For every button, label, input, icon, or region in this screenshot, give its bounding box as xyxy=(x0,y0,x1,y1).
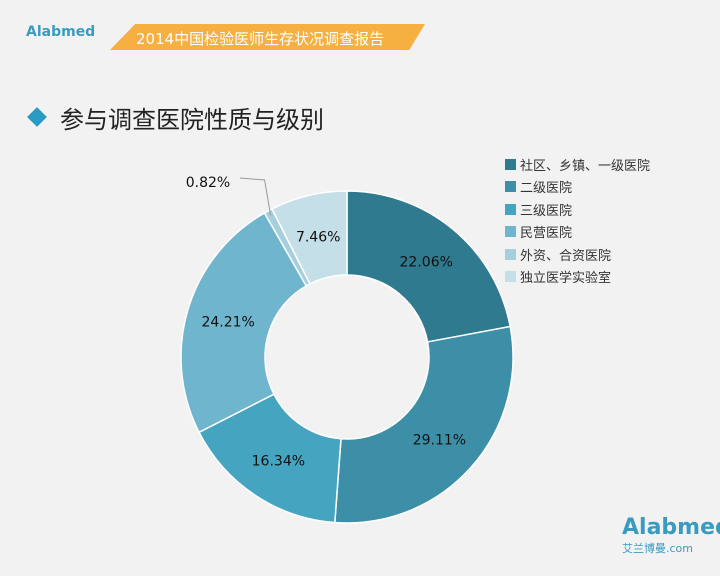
donut-slice xyxy=(346,190,512,343)
legend-item: 社区、乡镇、一级医院 xyxy=(505,153,650,176)
legend-label: 外资、合资医院 xyxy=(520,248,612,264)
data-label: 29.11% xyxy=(413,433,466,449)
legend-item: 二级医院 xyxy=(505,176,650,199)
data-label: 24.21% xyxy=(201,315,254,331)
legend: 社区、乡镇、一级医院 二级医院三级医院民营医院外资、合资医院 独立医学实验室 xyxy=(505,153,650,288)
donut-slice xyxy=(334,325,514,524)
legend-item: 三级医院 xyxy=(505,198,650,221)
data-label: 22.06% xyxy=(400,255,453,271)
banner-text: 2014中国检验医师生存状况调查报告 xyxy=(136,30,385,48)
legend-swatch xyxy=(505,181,516,193)
donut-slice xyxy=(271,190,348,285)
data-label: 0.82% xyxy=(186,175,230,191)
legend-label: 独立医学实验室 xyxy=(520,271,612,287)
report-banner: 2014中国检验医师生存状况调查报告 xyxy=(110,24,425,50)
legend-swatch xyxy=(505,226,516,238)
legend-label: 社区、乡镇、一级医院 xyxy=(520,158,651,174)
donut-slice xyxy=(180,211,308,434)
legend-swatch xyxy=(505,203,516,215)
data-label: 16.34% xyxy=(252,453,305,469)
legend-swatch xyxy=(505,248,516,260)
legend-label: 民营医院 xyxy=(520,226,573,242)
footer-logo: Alabmed 艾兰博曼.com xyxy=(622,515,720,555)
legend-item: 民营医院 xyxy=(505,221,650,244)
leader-line xyxy=(239,177,272,216)
chart-title: 参与调查医院性质与级别 xyxy=(60,106,324,134)
data-label: 7.46% xyxy=(296,229,340,245)
legend-label: 三级医院 xyxy=(520,203,573,219)
legend-swatch xyxy=(505,271,516,283)
legend-label: 二级医院 xyxy=(520,181,573,197)
legend-swatch xyxy=(505,158,516,170)
header-logo: Alabmed xyxy=(26,24,96,40)
legend-item: 外资、合资医院 xyxy=(505,243,650,266)
legend-item: 独立医学实验室 xyxy=(505,266,650,289)
